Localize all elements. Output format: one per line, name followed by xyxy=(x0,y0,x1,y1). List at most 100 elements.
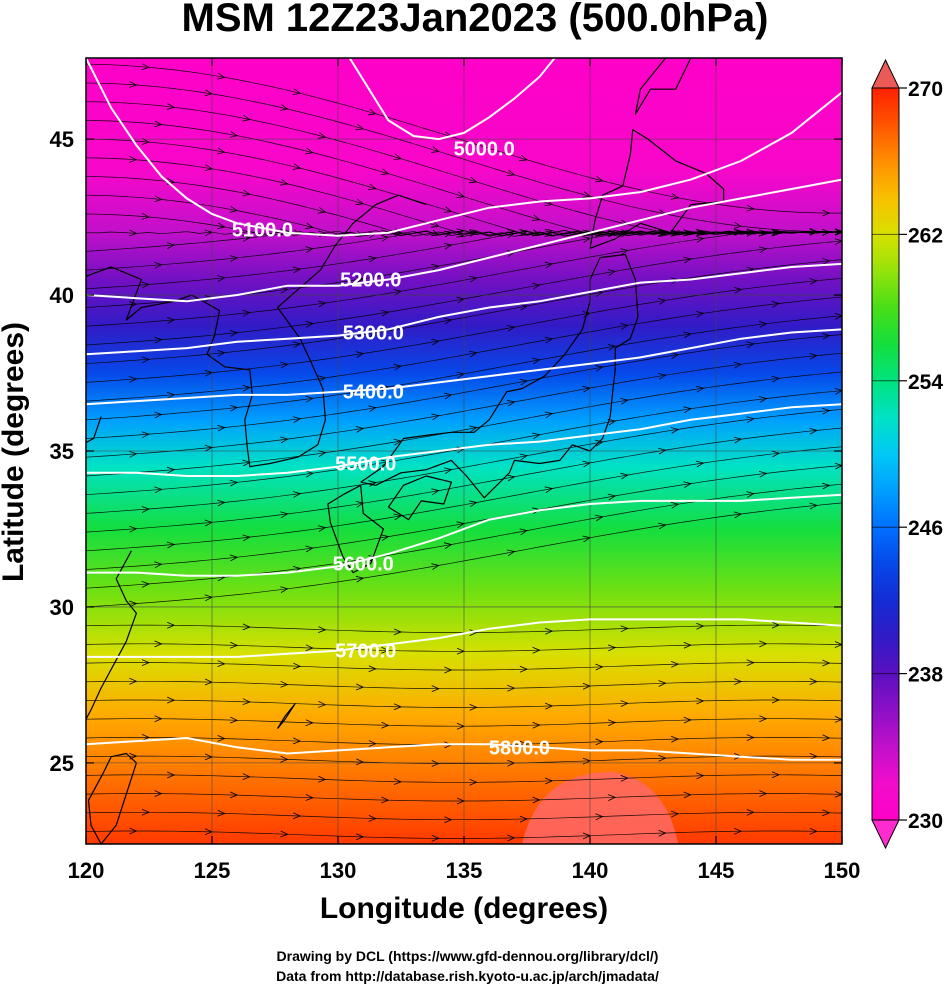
y-tick-label: 25 xyxy=(50,751,74,776)
streamline-arrow xyxy=(305,644,314,652)
streamline-arrow xyxy=(821,482,831,490)
streamline-arrow xyxy=(229,479,239,487)
streamline-arrow xyxy=(381,646,390,654)
x-axis-ticks: 120 125 130 135 140 145 150 xyxy=(68,58,860,883)
streamline-arrow xyxy=(280,586,289,593)
contour-label: 5000.0 xyxy=(454,138,515,160)
streamline-arrow xyxy=(129,376,138,383)
streamline-arrow xyxy=(317,132,327,139)
y-tick-label: 30 xyxy=(50,595,74,620)
streamline-arrow xyxy=(544,486,554,494)
streamline-arrow xyxy=(607,344,617,351)
streamline-arrow xyxy=(595,738,604,746)
streamline-arrow xyxy=(242,534,251,542)
coastline xyxy=(387,475,452,521)
streamline-arrow xyxy=(822,809,831,817)
streamline-arrow xyxy=(544,261,554,269)
contour-label: 5300.0 xyxy=(343,322,404,344)
streamline-arrow xyxy=(242,623,251,631)
streamline-arrow xyxy=(355,575,365,583)
streamline-arrow xyxy=(443,206,453,213)
streamline-arrow xyxy=(141,431,151,439)
credit-data-source: Data from http://database.rish.kyoto-u.a… xyxy=(276,968,659,984)
coastline xyxy=(86,550,137,721)
streamline-arrow xyxy=(834,387,842,395)
streamline-arrow xyxy=(166,317,176,324)
streamline-arrow xyxy=(734,827,743,835)
streamline-arrow xyxy=(695,385,705,393)
streamline-arrow xyxy=(166,391,176,399)
streamline-arrow xyxy=(242,189,251,197)
credits: Drawing by DCL (https://www.gfd-dennou.o… xyxy=(0,946,935,986)
streamline-arrow xyxy=(431,760,440,767)
height-contour xyxy=(86,736,842,761)
streamline-arrow xyxy=(129,450,138,458)
streamline-arrow xyxy=(368,665,377,673)
streamline-arrow xyxy=(834,313,842,320)
streamline-arrow xyxy=(670,193,680,200)
streamline-arrow xyxy=(469,230,478,237)
streamline-arrow xyxy=(317,300,327,308)
streamline-arrow xyxy=(595,175,604,183)
colorbar: 230 238 246 254 262 270 xyxy=(871,58,943,850)
streamline-arrow xyxy=(683,791,692,799)
streamline-arrow xyxy=(154,486,163,494)
streamline-arrow xyxy=(695,228,705,236)
streamline-arrow xyxy=(809,678,818,685)
x-axis-label: Longitude (degrees) xyxy=(319,892,609,925)
streamline-arrow xyxy=(443,242,453,250)
streamline-arrow xyxy=(380,459,390,467)
streamline-arrow xyxy=(141,734,151,741)
streamline-arrow xyxy=(506,325,516,332)
streamline-arrow xyxy=(305,222,314,230)
streamline-arrow xyxy=(431,685,440,692)
streamline-arrow xyxy=(431,563,440,570)
streamline-arrow xyxy=(280,361,289,369)
streamline-arrow xyxy=(368,740,377,747)
streamline-arrow xyxy=(595,439,604,447)
streamline-arrow xyxy=(154,336,163,344)
streamline-arrow xyxy=(166,541,176,549)
streamline-arrow xyxy=(393,703,403,711)
streamline-arrow xyxy=(292,812,302,820)
streamline-arrow xyxy=(595,364,604,372)
colorbar-upper-extension xyxy=(871,58,900,89)
streamline-arrow xyxy=(242,309,251,317)
streamline-arrow xyxy=(506,399,516,407)
streamline-arrow xyxy=(469,500,478,508)
streamline-arrow xyxy=(620,700,629,707)
streamline-arrow xyxy=(519,378,528,386)
streamline-arrow xyxy=(292,266,302,274)
streamline-arrow xyxy=(443,317,453,325)
streamline-arrow xyxy=(129,81,138,88)
streamline-arrow xyxy=(393,363,403,371)
streamline-arrow xyxy=(469,778,478,786)
streamline-arrow xyxy=(305,395,314,403)
streamline-arrow xyxy=(733,221,743,229)
streamline-arrow xyxy=(393,153,402,160)
streamline-arrow xyxy=(280,286,289,294)
streamline-arrow xyxy=(519,815,529,823)
streamline-arrow xyxy=(368,108,377,116)
streamline-arrow xyxy=(129,525,138,533)
streamline-arrow xyxy=(166,242,176,249)
streamline-arrow xyxy=(683,406,692,414)
streamline-arrow xyxy=(393,778,403,785)
streamline-arrow xyxy=(733,436,743,444)
streamline-arrow xyxy=(506,549,516,557)
streamline-arrow xyxy=(532,796,541,804)
x-tick-label: 130 xyxy=(320,858,357,883)
streamline-arrow xyxy=(544,627,554,635)
streamline-arrow xyxy=(305,470,314,478)
streamline-arrow xyxy=(368,480,377,487)
streamline-arrow xyxy=(670,352,680,359)
streamline-arrow xyxy=(683,481,692,488)
streamline-arrow xyxy=(733,286,743,294)
streamline-arrow xyxy=(355,833,365,841)
streamline-arrow xyxy=(759,715,768,723)
coastline xyxy=(191,194,427,468)
streamline-arrow xyxy=(154,120,163,128)
height-contour xyxy=(86,403,842,477)
streamline-arrow xyxy=(129,156,138,163)
streamline-arrow xyxy=(670,810,680,818)
